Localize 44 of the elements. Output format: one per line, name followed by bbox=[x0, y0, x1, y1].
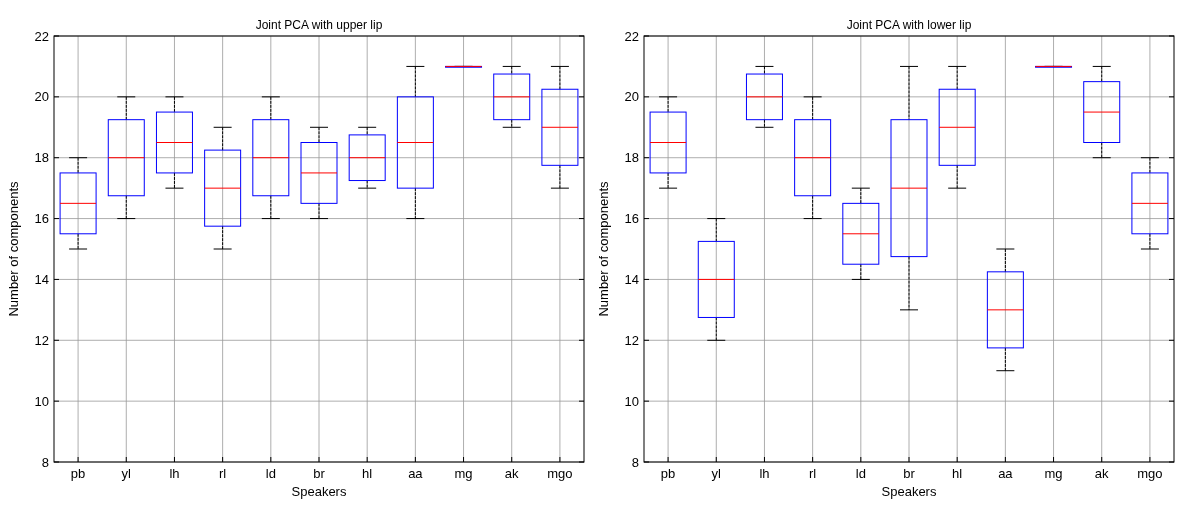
y-tick-label: 18 bbox=[624, 150, 639, 166]
x-tick-label: ak bbox=[1094, 466, 1110, 481]
y-axis-title: Number of components bbox=[596, 180, 611, 317]
x-tick-label: pb bbox=[70, 466, 86, 481]
y-tick-label: 8 bbox=[631, 454, 639, 470]
y-tick-label: 22 bbox=[34, 28, 49, 44]
y-tick-label: 16 bbox=[34, 211, 49, 227]
x-tick-label: pb bbox=[660, 466, 676, 481]
x-axis-title: Speakers bbox=[881, 484, 937, 499]
y-tick-label: 10 bbox=[624, 393, 639, 409]
x-tick-label: br bbox=[313, 466, 326, 481]
y-tick-label: 10 bbox=[34, 393, 49, 409]
y-tick-label: 20 bbox=[624, 89, 639, 105]
x-tick-label: aa bbox=[408, 466, 424, 481]
x-tick-label: ld bbox=[855, 466, 866, 481]
y-tick-label: 22 bbox=[624, 28, 639, 44]
x-tick-label: mgo bbox=[1137, 466, 1163, 481]
x-axis-title: Speakers bbox=[291, 484, 347, 499]
x-tick-label: yl bbox=[121, 466, 132, 481]
x-tick-label: br bbox=[903, 466, 916, 481]
x-tick-label: yl bbox=[711, 466, 722, 481]
y-tick-label: 12 bbox=[624, 332, 639, 348]
x-tick-label: lh bbox=[759, 466, 770, 481]
x-tick-label: lh bbox=[169, 466, 180, 481]
x-tick-label: rl bbox=[809, 466, 817, 481]
x-tick-label: hl bbox=[362, 466, 373, 481]
y-tick-label: 18 bbox=[34, 150, 49, 166]
chart-title: Joint PCA with upper lip bbox=[255, 18, 383, 32]
y-tick-label: 16 bbox=[624, 211, 639, 227]
x-tick-label: hl bbox=[952, 466, 963, 481]
y-tick-label: 14 bbox=[34, 271, 49, 287]
x-tick-label: mgo bbox=[547, 466, 573, 481]
x-tick-label: mg bbox=[1044, 466, 1063, 481]
y-tick-label: 12 bbox=[34, 332, 49, 348]
y-axis-title: Number of components bbox=[6, 180, 21, 317]
x-tick-label: aa bbox=[998, 466, 1014, 481]
chart-title: Joint PCA with lower lip bbox=[846, 18, 972, 32]
x-tick-label: ak bbox=[504, 466, 520, 481]
y-tick-label: 8 bbox=[41, 454, 49, 470]
x-tick-label: rl bbox=[219, 466, 227, 481]
x-tick-label: mg bbox=[454, 466, 473, 481]
y-tick-label: 20 bbox=[34, 89, 49, 105]
y-tick-label: 14 bbox=[624, 271, 639, 287]
x-tick-label: ld bbox=[265, 466, 276, 481]
